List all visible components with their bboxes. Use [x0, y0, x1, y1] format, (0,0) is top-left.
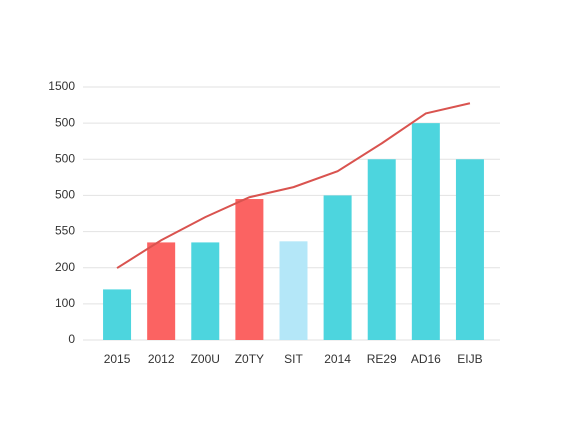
bar — [367, 159, 396, 340]
bar — [191, 242, 220, 340]
y-tick-label: 500 — [55, 188, 75, 202]
bar — [323, 195, 352, 340]
x-tick-label: AD16 — [411, 352, 441, 366]
x-tick-label: SIT — [284, 352, 303, 366]
x-tick-label: Z0TY — [235, 352, 264, 366]
x-tick-label: Z00U — [191, 352, 220, 366]
y-tick-label: 500 — [55, 115, 75, 129]
bar — [147, 242, 176, 340]
y-tick-label: 100 — [55, 296, 75, 310]
x-tick-label: 2015 — [104, 352, 131, 366]
x-tick-label: RE29 — [367, 352, 397, 366]
bar — [103, 289, 132, 340]
x-tick-label: 2014 — [324, 352, 351, 366]
y-tick-label: 0 — [68, 332, 75, 346]
x-tick-label: 2012 — [148, 352, 175, 366]
trend-line — [116, 102, 471, 269]
bar — [411, 123, 440, 341]
y-tick-label: 550 — [55, 224, 75, 238]
y-tick-label: 1500 — [48, 79, 75, 93]
y-tick-label: 500 — [55, 151, 75, 165]
x-tick-label: EIJB — [457, 352, 482, 366]
bar — [455, 159, 484, 340]
bar — [279, 241, 308, 340]
bar — [235, 199, 264, 340]
y-tick-label: 200 — [55, 260, 75, 274]
